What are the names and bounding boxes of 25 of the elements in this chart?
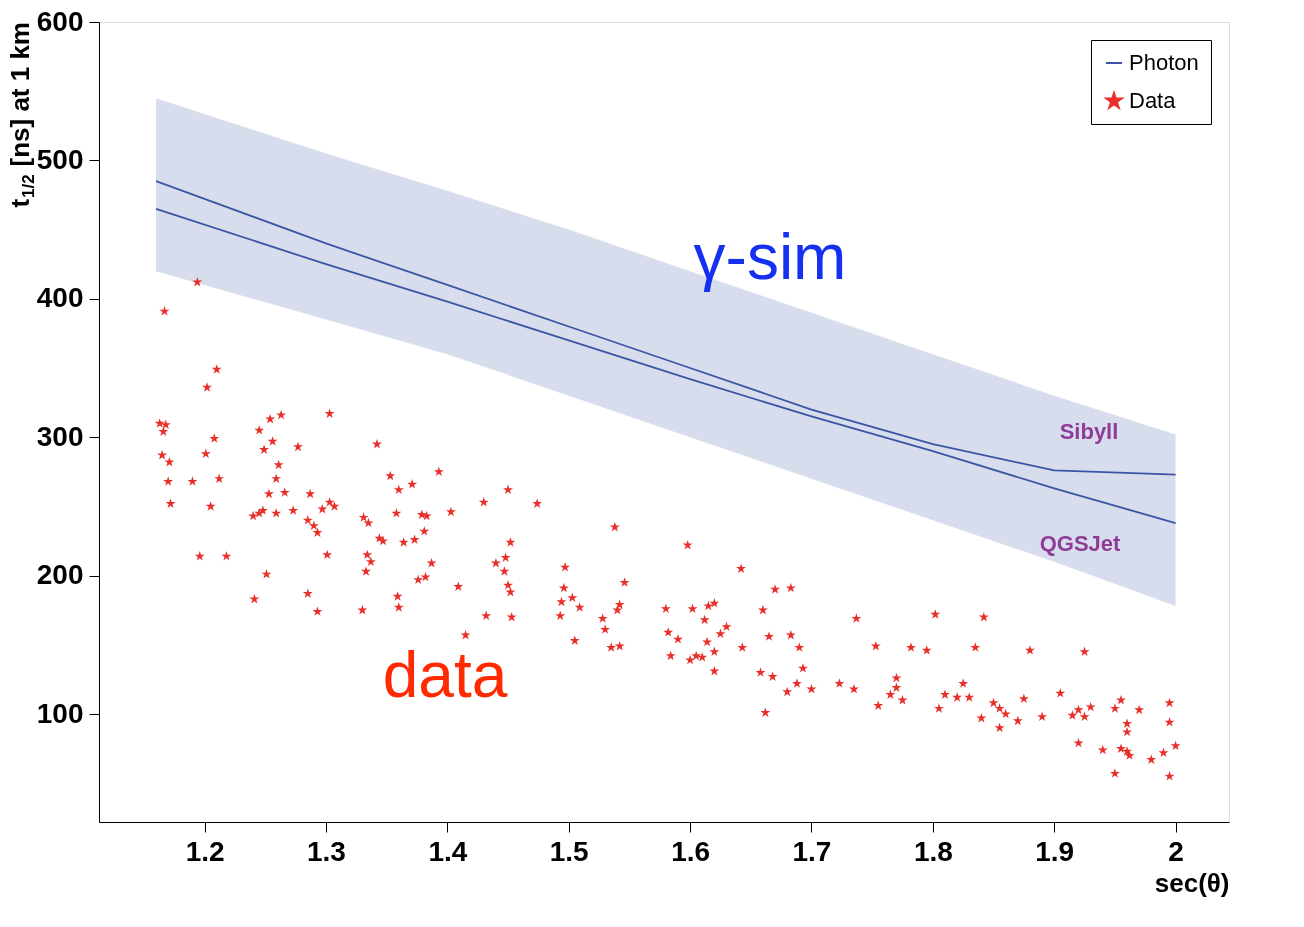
y-tick-label: 600 [36,5,84,37]
x-axis-title: sec(θ) [1154,867,1230,898]
x-tick-label: 2 [1168,835,1184,867]
y-tick-label: 100 [36,697,84,729]
annotation: Sibyll [1059,419,1119,444]
y-axis-title: t1/2 [ns] at 1 km [5,22,38,208]
x-tick-label: 1.5 [549,835,589,867]
line-series [155,207,1177,524]
legend-label: Data [1129,88,1177,113]
x-tick-label: 1.7 [792,835,832,867]
y-tick-label: 500 [36,143,84,175]
x-tick-label: 1.8 [913,835,953,867]
y-tick-label: 300 [36,420,84,452]
x-tick-label: 1.3 [307,835,346,867]
x-tick-label: 1.6 [671,835,711,867]
y-tick-label: 200 [36,559,84,591]
x-tick-label: 1.9 [1035,835,1075,867]
x-tick-label: 1.4 [428,835,468,867]
annotation: γ-sim [693,221,847,293]
x-tick-label: 1.2 [185,835,225,867]
y-tick-label: 400 [36,282,84,314]
annotation: data [382,639,508,711]
line-series [155,180,1177,476]
legend-label: Photon [1129,50,1199,75]
annotation: QGSJet [1039,531,1122,556]
